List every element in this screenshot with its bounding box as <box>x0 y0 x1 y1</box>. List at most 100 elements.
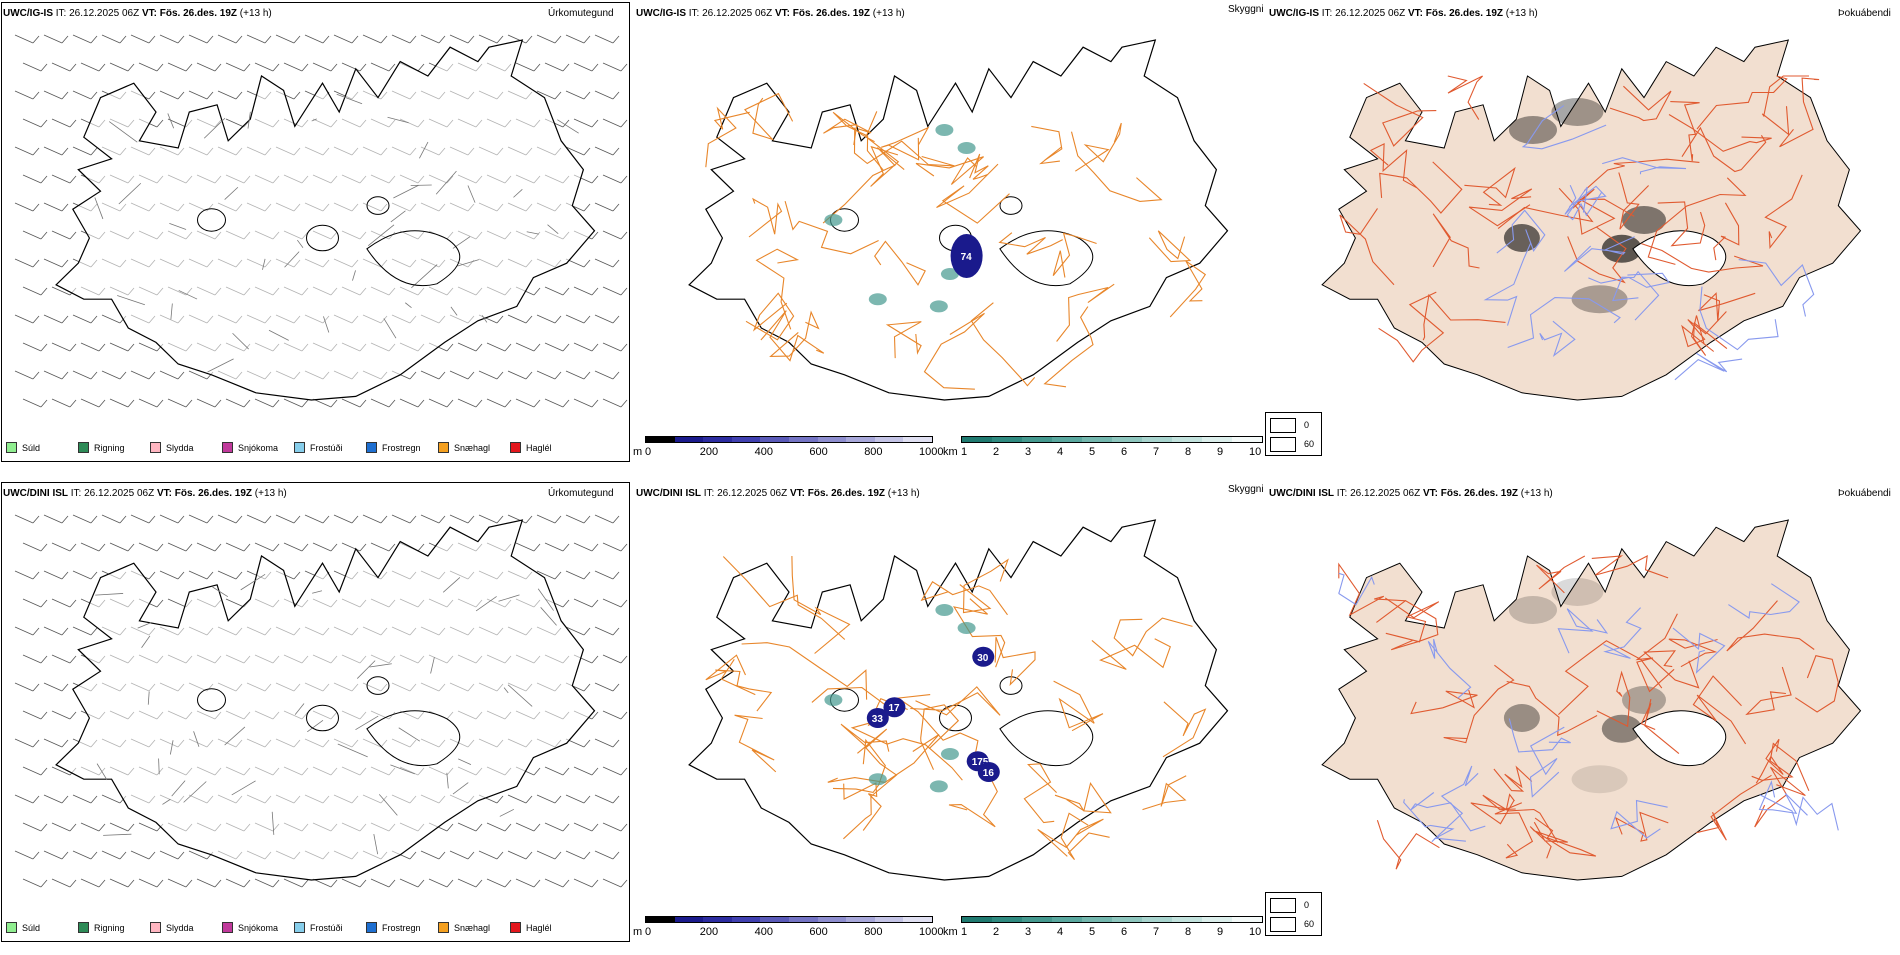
road <box>557 119 579 134</box>
wind-barb <box>602 286 628 296</box>
legend-item-4: Frostúði <box>294 922 366 933</box>
colorbar-unit: km <box>943 446 958 458</box>
wind-barb <box>573 286 599 296</box>
wind-barb <box>457 342 483 352</box>
colorbar-tick: 6 <box>1121 926 1128 938</box>
road <box>720 658 773 712</box>
road <box>1470 793 1515 825</box>
road <box>390 210 406 223</box>
wind-barb <box>399 878 425 888</box>
wind-barb <box>515 398 541 408</box>
road <box>169 222 187 230</box>
road <box>268 329 289 341</box>
fog-area <box>1601 714 1642 743</box>
wind-barb <box>101 514 127 524</box>
colorbar-strip <box>645 436 933 443</box>
road <box>959 558 1009 614</box>
fog-areas <box>1503 98 1727 314</box>
road <box>1447 75 1483 120</box>
low-visibility-area <box>957 622 976 634</box>
wind-barb <box>536 794 562 804</box>
colorbar-tick: 1 <box>961 926 968 938</box>
wind-barb <box>22 766 48 776</box>
wind-barb <box>196 878 222 888</box>
glacier-outline <box>999 230 1094 287</box>
road <box>1609 85 1672 122</box>
wind-barb <box>188 570 214 580</box>
wind-barb <box>51 62 77 72</box>
wind-barb <box>43 314 69 324</box>
road <box>1610 799 1668 839</box>
road <box>1794 655 1839 713</box>
road <box>1534 817 1597 857</box>
road <box>1169 260 1207 318</box>
wind-barb <box>72 794 98 804</box>
colorbar-tick: 4 <box>1057 926 1064 938</box>
road <box>373 833 379 855</box>
wind-barb <box>594 34 620 44</box>
wind-barb <box>283 878 309 888</box>
wind-barb <box>14 314 40 324</box>
road <box>537 588 554 611</box>
glacier-outline <box>366 196 390 215</box>
wind-barb <box>14 626 40 636</box>
road <box>452 782 469 795</box>
wind-barb <box>312 62 338 72</box>
road-network <box>1339 75 1820 381</box>
glacier-outline <box>366 230 461 287</box>
road <box>1443 664 1515 744</box>
legend-label: Frostúði <box>310 922 343 933</box>
wind-barb <box>370 62 396 72</box>
fog-legend-label-0: 0 <box>1304 420 1310 430</box>
colorbar-tick: 200 <box>699 446 719 458</box>
glacier-outline <box>366 710 461 767</box>
road <box>167 113 175 129</box>
road <box>446 772 449 789</box>
wind-barb <box>167 398 193 408</box>
road <box>1699 286 1779 351</box>
wind-barb <box>341 398 367 408</box>
wind-barb <box>43 626 69 636</box>
wind-barb <box>573 342 599 352</box>
wind-barb <box>22 398 48 408</box>
road <box>262 258 266 270</box>
legend-item-6: Snæhagl <box>438 442 510 453</box>
legend-item-7: Haglél <box>510 442 582 453</box>
coastline <box>55 39 596 401</box>
wind-barb <box>602 710 628 720</box>
wind-barb <box>536 314 562 324</box>
wind-barb <box>594 314 620 324</box>
legend-label: Snæhagl <box>454 922 491 933</box>
wind-barb <box>565 314 591 324</box>
road <box>398 727 421 742</box>
wind-barb <box>159 514 185 524</box>
colorbar-tick: 2 <box>993 926 1000 938</box>
road <box>356 660 376 679</box>
road <box>1506 680 1598 737</box>
road <box>734 714 777 773</box>
precip-type-legend: Súld Rigning Slydda Snjókoma Frostúði Frostre… <box>6 442 582 453</box>
cloudbase-label: 17 <box>888 703 900 714</box>
wind-barb <box>109 542 135 552</box>
wind-barb <box>565 90 591 100</box>
legend-label: Frostregn <box>382 442 421 453</box>
fog-legend-row2: 0 60 <box>1265 892 1322 936</box>
wind-barb <box>428 878 454 888</box>
wind-barb <box>573 542 599 552</box>
wind-barb <box>217 90 243 100</box>
wind-barb <box>72 850 98 860</box>
wind-barb <box>14 34 40 44</box>
low-cloud-areas: 74 <box>824 124 983 313</box>
wind-barb <box>602 62 628 72</box>
low-visibility-area <box>940 268 959 280</box>
panel-title: Úrkomutegund <box>548 8 614 19</box>
road <box>1672 627 1726 674</box>
wind-barb <box>22 598 48 608</box>
road <box>442 577 461 593</box>
road <box>1142 775 1187 811</box>
wind-barb <box>51 398 77 408</box>
legend-item-4: Frostúði <box>294 442 366 453</box>
wind-barb <box>51 230 77 240</box>
road <box>1643 650 1700 689</box>
road <box>1583 158 1700 192</box>
